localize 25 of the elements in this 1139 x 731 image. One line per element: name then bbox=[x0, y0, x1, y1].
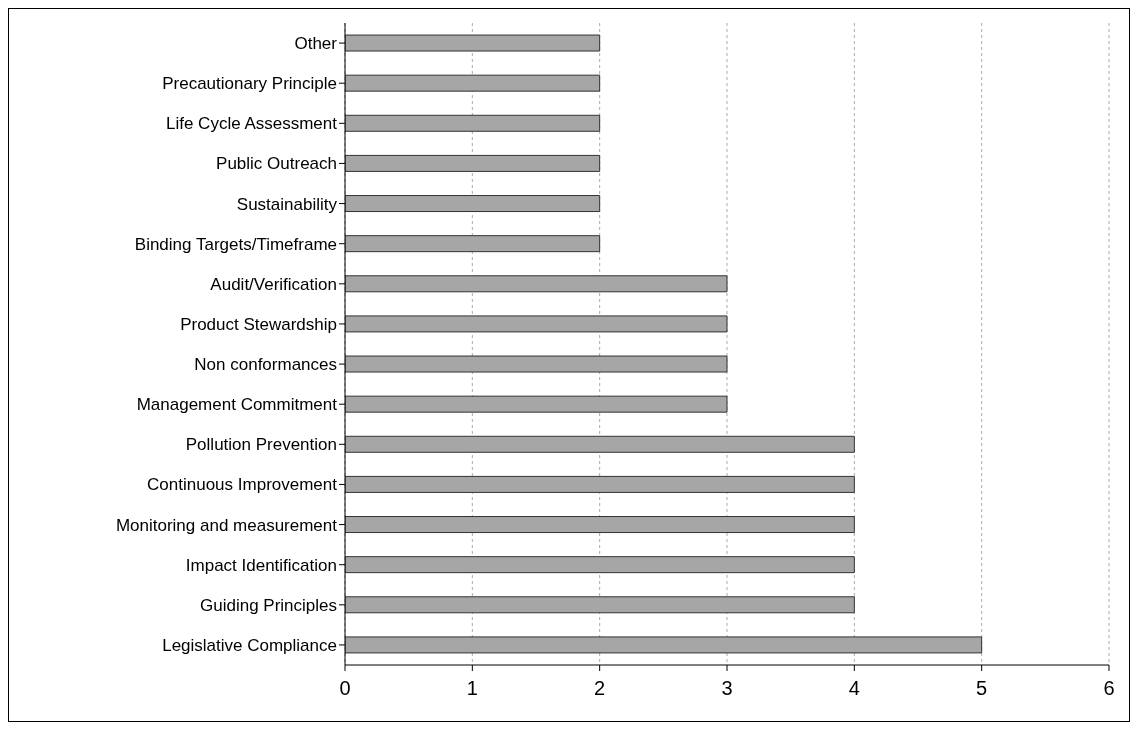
y-tick-label: Precautionary Principle bbox=[162, 74, 337, 94]
y-tick-label: Monitoring and measurement bbox=[115, 515, 338, 535]
y-tick-label: Impact Identification bbox=[185, 555, 337, 575]
x-tick-label: 1 bbox=[466, 677, 478, 700]
x-tick-label: 0 bbox=[339, 677, 351, 700]
y-tick-label: Pollution Prevention bbox=[185, 435, 337, 455]
y-tick-label: Other bbox=[294, 34, 338, 54]
x-tick-label: 3 bbox=[721, 677, 733, 700]
y-tick-label: Legislative Compliance bbox=[162, 635, 337, 655]
y-tick-label: Public Outreach bbox=[216, 154, 337, 174]
bar bbox=[345, 556, 855, 574]
y-tick-label: Non conformances bbox=[194, 355, 337, 375]
bar bbox=[345, 435, 855, 453]
y-tick-label: Product Stewardship bbox=[180, 314, 337, 334]
x-tick-label: 6 bbox=[1103, 677, 1115, 700]
y-tick-label: Binding Targets/Timeframe bbox=[134, 234, 337, 254]
x-tick-label: 2 bbox=[594, 677, 606, 700]
x-tick-label: 4 bbox=[848, 677, 860, 700]
y-tick-label: Management Commitment bbox=[136, 395, 338, 415]
x-tick-label: 5 bbox=[976, 677, 988, 700]
y-tick-label: Life Cycle Assessment bbox=[165, 114, 338, 134]
y-tick-label: Guiding Principles bbox=[199, 595, 337, 615]
y-tick-label: Continuous Improvement bbox=[147, 475, 338, 495]
y-tick-label: Sustainability bbox=[236, 194, 338, 214]
y-tick-label: Audit/Verification bbox=[210, 274, 337, 294]
